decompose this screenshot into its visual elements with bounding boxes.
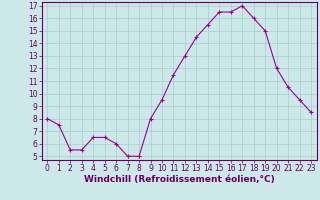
X-axis label: Windchill (Refroidissement éolien,°C): Windchill (Refroidissement éolien,°C) — [84, 175, 275, 184]
